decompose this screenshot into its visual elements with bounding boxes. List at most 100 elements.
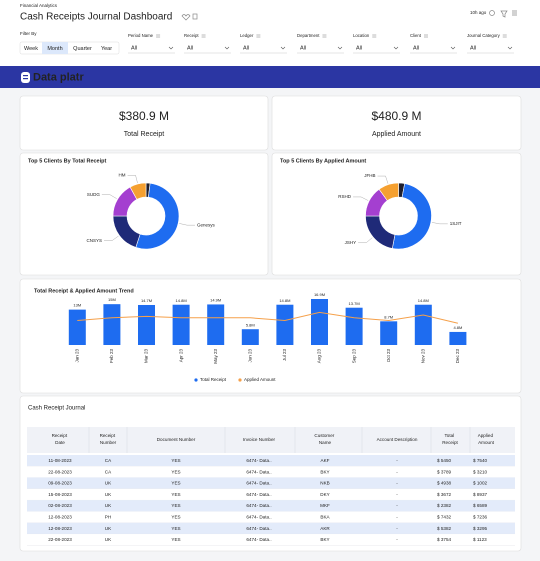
- bar-value-label: 14.8M: [279, 298, 290, 303]
- dropdown-value[interactable]: All: [470, 45, 476, 51]
- table-cell: 6474- Data..: [246, 458, 271, 463]
- bar: [138, 304, 155, 345]
- header-icons: [181, 10, 517, 21]
- table-row-bg: [27, 488, 515, 501]
- table-cell: -: [396, 469, 398, 474]
- donut-label: JSHY: [345, 240, 357, 245]
- table-cell: YES: [171, 526, 180, 531]
- bar-value-label: 13.7M: [349, 301, 360, 306]
- table-cell: -: [396, 537, 398, 542]
- donut-label: JFHB: [364, 173, 375, 178]
- dropdown-label: Location: [353, 33, 370, 38]
- table-cell: 6474- Data..: [246, 492, 271, 497]
- dropdown-label: Ledger: [240, 33, 254, 38]
- logo-stripe: [23, 78, 28, 80]
- kpi-value: $480.9 M: [371, 109, 421, 123]
- kpi-label: Applied Amount: [372, 131, 421, 138]
- dropdown-value[interactable]: All: [356, 45, 362, 51]
- table-cell: 12-08-2023: [48, 515, 72, 520]
- bar: [276, 304, 294, 345]
- table-row-bg: [27, 455, 515, 467]
- donut-label: RSHD: [338, 194, 352, 199]
- x-tick-label: Jun 23: [247, 349, 252, 363]
- refresh-icon[interactable]: [489, 10, 495, 16]
- table-cell: YES: [171, 481, 180, 486]
- bar-value-label: 14.8M: [418, 298, 429, 303]
- table-cell: 6474- Data..: [246, 503, 271, 508]
- x-tick-label: Aug 23: [317, 349, 322, 364]
- table-cell: $ 2382: [437, 503, 451, 508]
- table-cell: CA: [105, 458, 112, 463]
- table-header-bg: [27, 427, 515, 453]
- favorite-icon[interactable]: [181, 14, 191, 21]
- table-cell: DKY: [320, 492, 329, 497]
- table-cell: UK: [105, 503, 112, 508]
- table-cell: YES: [171, 515, 180, 520]
- dropdown-chevron: [393, 46, 399, 50]
- table-cell: $ 7540: [473, 458, 487, 463]
- dropdown-value[interactable]: All: [300, 45, 306, 51]
- table-cell: NKB: [320, 481, 329, 486]
- table-cell: 6474- Data..: [246, 481, 271, 486]
- logo-stripe: [23, 75, 28, 77]
- table-cell: BKY: [320, 469, 329, 474]
- table-row-bg: [27, 466, 515, 478]
- table-cell: YES: [171, 469, 180, 474]
- bar-value-label: 13M: [73, 303, 81, 308]
- table-cell: 12-08-2023: [48, 526, 72, 531]
- table-cell: UK: [105, 492, 112, 497]
- bar: [103, 304, 121, 345]
- dropdown-value[interactable]: All: [131, 45, 137, 51]
- column-header: Account Description: [377, 437, 418, 442]
- dropdown-info-icon: [156, 34, 161, 38]
- chart-title: Top 5 Clients By Total Receipt: [28, 158, 107, 164]
- dropdown-label: Receipt: [184, 33, 199, 38]
- period-selected-bg: [42, 42, 68, 54]
- table-cell: UK: [105, 537, 112, 542]
- table-cell: $ 7236: [473, 515, 487, 520]
- x-tick-label: Dec 23: [455, 349, 460, 364]
- legend-swatch: [238, 378, 242, 382]
- table-cell: -: [396, 458, 398, 463]
- logo-mark: [21, 72, 30, 83]
- dropdown-value[interactable]: All: [243, 45, 249, 51]
- period-toggle[interactable]: Quarter: [73, 46, 92, 52]
- bar-value-label: 15M: [108, 297, 116, 302]
- bar: [241, 329, 259, 345]
- donut-label: SUDG: [87, 192, 101, 197]
- menu-icon[interactable]: [512, 10, 517, 16]
- dropdown-label: Journal Category: [467, 33, 501, 38]
- bar-value-label: 14.7M: [141, 298, 152, 303]
- filter-label: Filter By: [20, 31, 37, 36]
- table-cell: 11-08-2023: [48, 458, 72, 463]
- period-toggle[interactable]: Week: [24, 46, 38, 52]
- column-header: Applied Amount: [478, 433, 495, 445]
- donut-leader: [353, 196, 369, 201]
- donut-leader: [101, 194, 117, 199]
- table-cell: $ 3295: [473, 526, 487, 531]
- dropdown-chevron: [280, 46, 286, 50]
- period-toggle[interactable]: Year: [101, 46, 112, 52]
- dropdown-chevron: [337, 46, 343, 50]
- table-cell: -: [396, 492, 398, 497]
- copy-icon[interactable]: [192, 13, 198, 20]
- trend-line: [77, 311, 459, 324]
- filter-icon[interactable]: [500, 10, 508, 18]
- table-cell: UK: [105, 526, 112, 531]
- table-cell: $ 6589: [473, 503, 487, 508]
- period-toggle[interactable]: Month: [47, 46, 62, 52]
- table-cell: $ 1123: [473, 537, 487, 542]
- dropdown-info-icon: [502, 34, 507, 38]
- table-cell: $ 3754: [437, 537, 451, 542]
- bar: [68, 309, 86, 345]
- dropdown-value[interactable]: All: [187, 45, 193, 51]
- donut-label: CNSYS: [87, 238, 103, 243]
- column-header: Total Receipt: [442, 433, 458, 445]
- table-cell: 6474- Data..: [246, 526, 271, 531]
- donut-leader: [377, 175, 389, 184]
- donut-slice: [135, 182, 180, 250]
- dropdown-value[interactable]: All: [413, 45, 419, 51]
- table-row-bg: [27, 534, 515, 546]
- dropdown-label: Period Name: [128, 33, 154, 38]
